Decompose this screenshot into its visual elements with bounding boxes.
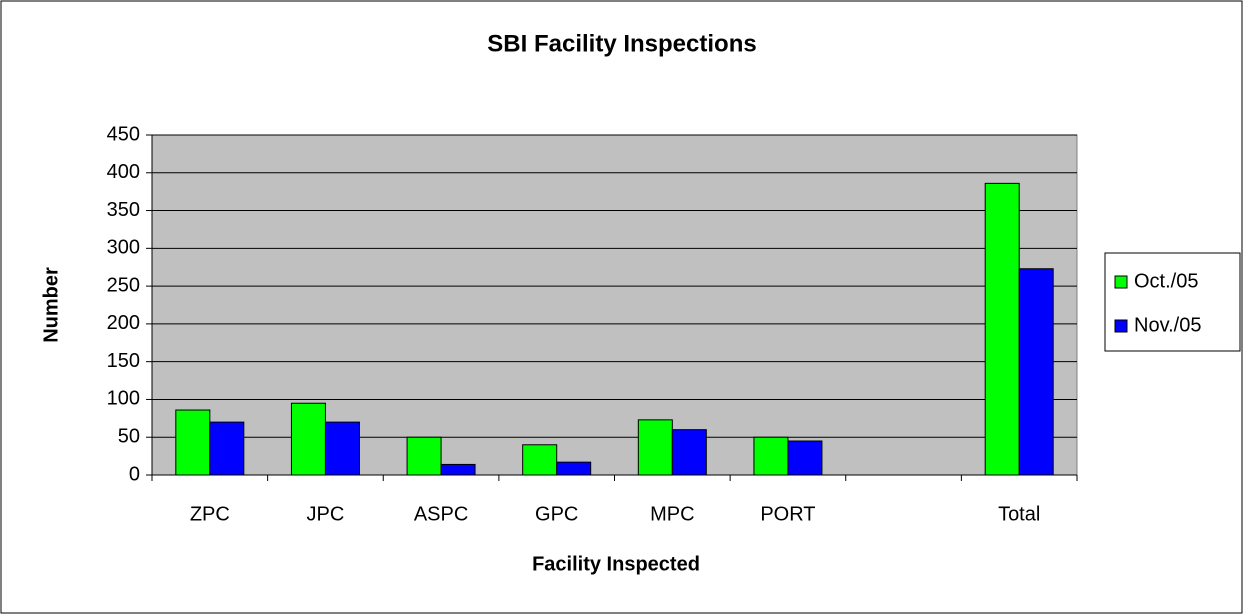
y-tick-label: 350 <box>107 199 140 221</box>
x-tick-label: ZPC <box>190 503 230 525</box>
bar <box>522 444 558 476</box>
y-tick-label: 100 <box>107 388 140 410</box>
bar <box>1018 268 1054 476</box>
plot-area <box>151 134 1078 476</box>
x-tick-label: GPC <box>535 503 578 525</box>
bar <box>671 429 707 476</box>
y-tick-label: 250 <box>107 274 140 296</box>
bar <box>290 402 326 476</box>
x-tick-label: MPC <box>650 503 694 525</box>
x-tick-label: ASPC <box>414 503 468 525</box>
legend-swatch <box>1114 275 1128 289</box>
chart-title: SBI Facility Inspections <box>487 30 756 57</box>
legend-swatch <box>1114 319 1128 333</box>
y-tick-label: 150 <box>107 350 140 372</box>
bar <box>440 463 476 476</box>
legend-label: Nov./05 <box>1134 314 1201 336</box>
y-tick-label: 0 <box>129 463 140 485</box>
bar <box>406 436 442 476</box>
y-tick-label: 50 <box>118 426 140 448</box>
bar <box>175 409 211 476</box>
bar <box>324 421 360 476</box>
x-tick-label: PORT <box>760 503 815 525</box>
bar <box>556 461 592 476</box>
x-tick-label: JPC <box>307 503 345 525</box>
bar <box>787 440 823 476</box>
bar <box>209 421 245 476</box>
bar <box>637 419 673 476</box>
legend-label: Oct./05 <box>1134 270 1198 292</box>
bar <box>753 436 789 476</box>
y-axis-label: Number <box>40 267 62 343</box>
x-axis-label: Facility Inspected <box>532 553 700 575</box>
legend-box <box>1104 252 1241 352</box>
bar <box>984 182 1020 476</box>
y-tick-label: 300 <box>107 237 140 259</box>
y-tick-label: 450 <box>107 123 140 145</box>
y-tick-label: 400 <box>107 161 140 183</box>
y-tick-label: 200 <box>107 312 140 334</box>
x-tick-label: Total <box>998 503 1040 525</box>
